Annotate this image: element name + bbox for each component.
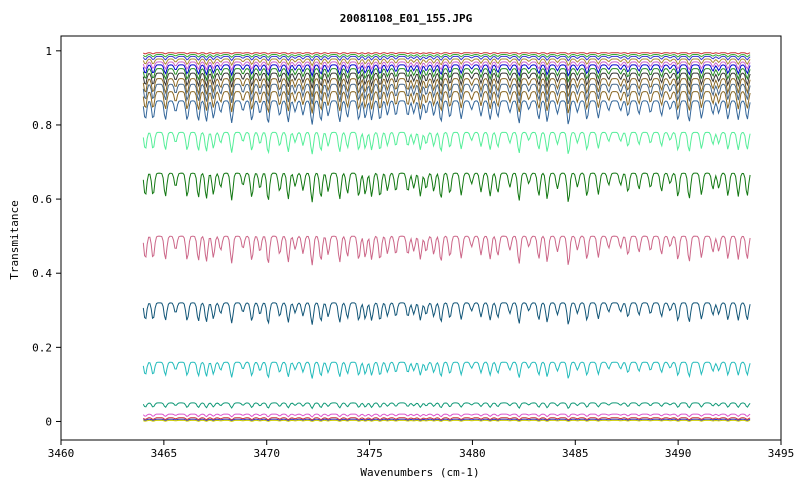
x-axis: 3460 3465 3470 3475 3480 3485 3490 3495 (48, 440, 795, 460)
x-axis-label: Wavenumbers (cm-1) (360, 466, 479, 479)
series-line-17 (142, 402, 751, 410)
series-line-0 (143, 52, 751, 55)
series-group (142, 52, 751, 422)
series-line-6 (142, 68, 751, 84)
series-line-7 (142, 72, 751, 90)
x-tick-label-1: 3465 (151, 447, 178, 460)
x-tick-label-5: 3485 (562, 447, 589, 460)
y-tick-label-4: 0.8 (32, 119, 52, 132)
chart-title: 20081108_E01_155.JPG (340, 12, 473, 25)
y-axis: 0 0.2 0.4 0.6 0.8 1 (32, 45, 61, 428)
series-line-14 (142, 235, 751, 266)
y-tick-label-2: 0.4 (32, 267, 52, 280)
series-line-2 (142, 55, 751, 62)
x-tick-label-6: 3490 (665, 447, 692, 460)
y-tick-label-3: 0.6 (32, 193, 52, 206)
y-tick-label-1: 0.2 (32, 341, 52, 354)
series-line-21 (143, 419, 751, 422)
series-line-10 (142, 91, 751, 114)
series-line-13 (142, 172, 751, 203)
y-tick-label-5: 1 (45, 45, 52, 58)
x-tick-label-4: 3480 (459, 447, 486, 460)
series-line-3 (142, 58, 751, 67)
series-line-18 (142, 413, 751, 418)
x-tick-label-2: 3470 (253, 447, 280, 460)
plot-frame (60, 35, 782, 441)
series-line-15 (142, 302, 751, 325)
x-tick-label-0: 3460 (48, 447, 75, 460)
series-line-11 (142, 100, 751, 125)
series-line-4 (142, 61, 751, 73)
series-line-5 (142, 64, 751, 78)
series-line-8 (142, 78, 751, 97)
x-tick-label-7: 3495 (768, 447, 795, 460)
series-line-16 (142, 361, 751, 379)
series-line-9 (142, 83, 751, 105)
y-axis-label: Transmitance (8, 200, 21, 279)
series-line-1 (142, 53, 751, 59)
x-tick-label-3: 3475 (356, 447, 383, 460)
series-line-19 (143, 417, 751, 421)
series-line-20 (143, 418, 751, 422)
series-line-12 (142, 131, 751, 155)
y-tick-label-0: 0 (45, 415, 52, 428)
